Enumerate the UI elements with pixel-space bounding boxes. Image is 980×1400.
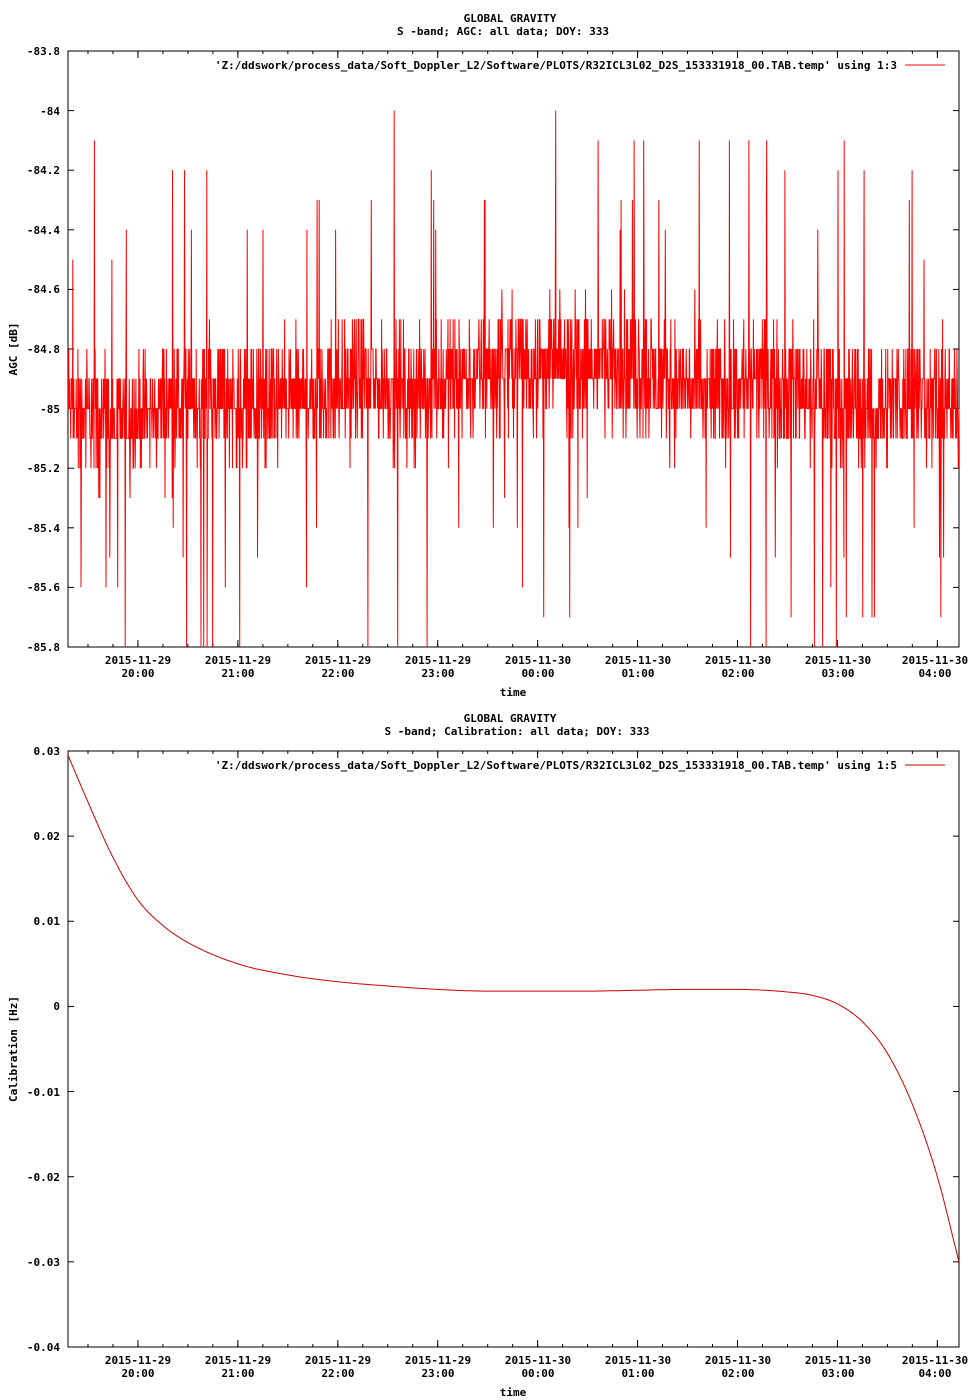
data-line-agc [67,110,960,648]
y-tick-label: -83.8 [27,45,60,58]
x-tick-date: 2015-11-30 [705,654,771,667]
y-tick-label: 0.03 [34,745,61,758]
y-tick-label: -85.2 [27,462,60,475]
x-tick-labels-2: 2015-11-29 20:00 2015-11-29 21:00 2015-1… [105,1354,968,1380]
x-tick-time: 03:00 [821,667,854,680]
x-axis-label-2: time [500,1386,527,1399]
x-axis-label-1: time [500,686,527,699]
x-tick-time: 03:00 [821,1367,854,1380]
subtitle-1: S -band; AGC: all data; DOY: 333 [397,25,609,38]
x-tick-time: 01:00 [621,667,654,680]
x-tick-time: 00:00 [521,667,554,680]
y-axis-label-1: AGC [dB] [7,323,20,376]
x-tick-date: 2015-11-30 [805,654,871,667]
y-tick-label: -85 [40,403,60,416]
x-tick-date: 2015-11-29 [205,654,271,667]
title-1: GLOBAL GRAVITY [464,12,557,25]
y-tick-label: -0.04 [27,1341,60,1354]
y-tick-label: -84.4 [27,224,60,237]
y-axis-label-2: Calibration [Hz] [7,996,20,1102]
y-tick-label: 0.01 [34,915,61,928]
x-tick-date: 2015-11-29 [405,1354,471,1367]
x-tick-date: 2015-11-30 [902,1354,968,1367]
x-tick-date: 2015-11-30 [705,1354,771,1367]
x-tick-time: 23:00 [421,667,454,680]
x-tick-date: 2015-11-30 [902,654,968,667]
title-2: GLOBAL GRAVITY [464,712,557,725]
x-tick-time: 20:00 [121,1367,154,1380]
x-tick-date: 2015-11-30 [805,1354,871,1367]
x-tick-time: 23:00 [421,1367,454,1380]
y-tick-label: -85.8 [27,641,60,654]
data-line-calibration [67,755,960,1263]
panel-calibration: GLOBAL GRAVITY S -band; Calibration: all… [7,712,968,1399]
x-tick-time: 02:00 [721,1367,754,1380]
legend-label-1: 'Z:/ddswork/process_data/Soft_Doppler_L2… [215,59,897,72]
y-tick-label: -84.8 [27,343,60,356]
x-tick-date: 2015-11-30 [605,1354,671,1367]
x-tick-date: 2015-11-29 [205,1354,271,1367]
y-tick-label: -85.4 [27,522,60,535]
y-tick-labels-2: 0.03 0.02 0.01 0 -0.01 -0.02 -0.03 -0.04 [27,745,60,1354]
plot-frame-1 [67,50,960,648]
y-tick-label: -84 [40,105,60,118]
x-tick-time: 22:00 [321,1367,354,1380]
x-tick-date: 2015-11-29 [405,654,471,667]
x-tick-date: 2015-11-30 [505,654,571,667]
y-tick-label: -0.02 [27,1171,60,1184]
x-tick-date: 2015-11-30 [505,1354,571,1367]
x-tick-time: 20:00 [121,667,154,680]
x-tick-time: 04:00 [918,667,951,680]
x-tick-time: 04:00 [918,1367,951,1380]
y-tick-label: -0.01 [27,1086,60,1099]
y-tick-label: -0.03 [27,1256,60,1269]
x-tick-time: 01:00 [621,1367,654,1380]
y-tick-label: 0 [53,1000,60,1013]
x-tick-date: 2015-11-30 [605,654,671,667]
legend-label-2: 'Z:/ddswork/process_data/Soft_Doppler_L2… [215,759,897,772]
ticks-1 [68,50,959,648]
y-tick-label: -84.6 [27,283,60,296]
y-tick-label: 0.02 [34,830,61,843]
x-tick-date: 2015-11-29 [305,654,371,667]
x-tick-time: 02:00 [721,667,754,680]
y-tick-labels-1: -83.8 -84 -84.2 -84.4 -84.6 -84.8 -85 -8… [27,45,60,654]
subtitle-2: S -band; Calibration: all data; DOY: 333 [385,725,650,738]
x-tick-date: 2015-11-29 [105,654,171,667]
x-tick-time: 22:00 [321,667,354,680]
plot-frame-2 [67,750,960,1348]
y-tick-label: -84.2 [27,164,60,177]
y-tick-label: -85.6 [27,581,60,594]
panel-agc: GLOBAL GRAVITY S -band; AGC: all data; D… [7,12,968,699]
x-tick-labels-1: 2015-11-29 20:00 2015-11-29 21:00 2015-1… [105,654,968,680]
legend-2: 'Z:/ddswork/process_data/Soft_Doppler_L2… [215,759,945,772]
ticks-2 [68,750,959,1348]
legend-1: 'Z:/ddswork/process_data/Soft_Doppler_L2… [215,59,945,72]
x-tick-time: 21:00 [221,1367,254,1380]
x-tick-time: 21:00 [221,667,254,680]
x-tick-date: 2015-11-29 [305,1354,371,1367]
x-tick-date: 2015-11-29 [105,1354,171,1367]
x-tick-time: 00:00 [521,1367,554,1380]
